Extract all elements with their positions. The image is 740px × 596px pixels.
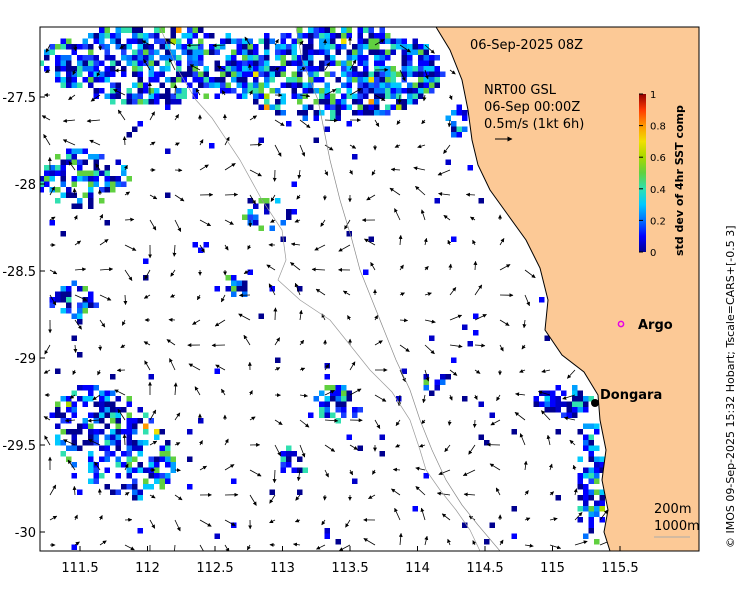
current-legend-line-1: NRT00 GSL	[484, 83, 557, 98]
x-tick-label: 113	[270, 561, 295, 576]
x-tick-label: 112	[135, 561, 160, 576]
colorbar-tick-label: 1	[650, 90, 656, 101]
y-tick-label: -29.5	[2, 439, 36, 454]
colorbar-gradient	[639, 94, 646, 252]
x-tick-label: 111.5	[61, 561, 98, 576]
y-tick-label: -27.5	[2, 91, 36, 106]
current-legend-line-3: 0.5m/s (1kt 6h)	[484, 117, 584, 132]
colorbar-tick-label: 0.6	[650, 153, 666, 164]
colorbar-tick-label: 0	[650, 248, 656, 259]
y-tick-label: -30	[15, 526, 36, 541]
colorbar-title: std dev of 4hr SST comp	[673, 105, 686, 256]
y-tick-label: -28.5	[2, 265, 36, 280]
x-tick-label: 115	[540, 561, 565, 576]
x-tick-label: 114	[405, 561, 430, 576]
dongara-marker	[591, 399, 599, 407]
colorbar-tick-label: 0.4	[650, 185, 666, 196]
dongara-label: Dongara	[600, 388, 662, 403]
argo-label: Argo	[638, 318, 673, 333]
x-tick-label: 113.5	[331, 561, 368, 576]
colorbar-tick-label: 0.2	[650, 216, 666, 227]
x-tick-label: 112.5	[196, 561, 233, 576]
current-legend-line-2: 06-Sep 00:00Z	[484, 100, 580, 115]
x-tick-label: 114.5	[466, 561, 503, 576]
colorbar-tick-label: 0.8	[650, 122, 666, 133]
isobath-1000m-label: 1000m	[654, 519, 700, 534]
x-axis: 111.5 112 112.5 113 113.5 114 114.5 115 115.5	[61, 546, 638, 576]
isobath-200m-label: 200m	[654, 502, 691, 517]
y-axis: -27.5 -28 -28.5 -29 -29.5 -30	[2, 91, 45, 541]
y-tick-label: -28	[15, 178, 36, 193]
y-tick-label: -29	[15, 352, 36, 367]
plot-area	[33, 22, 699, 558]
timestamp-label: 06-Sep-2025 08Z	[470, 38, 583, 53]
x-tick-label: 115.5	[601, 561, 638, 576]
credit-text: © IMOS 09-Sep-2025 15:32 Hobart; Tscale=…	[724, 225, 737, 548]
